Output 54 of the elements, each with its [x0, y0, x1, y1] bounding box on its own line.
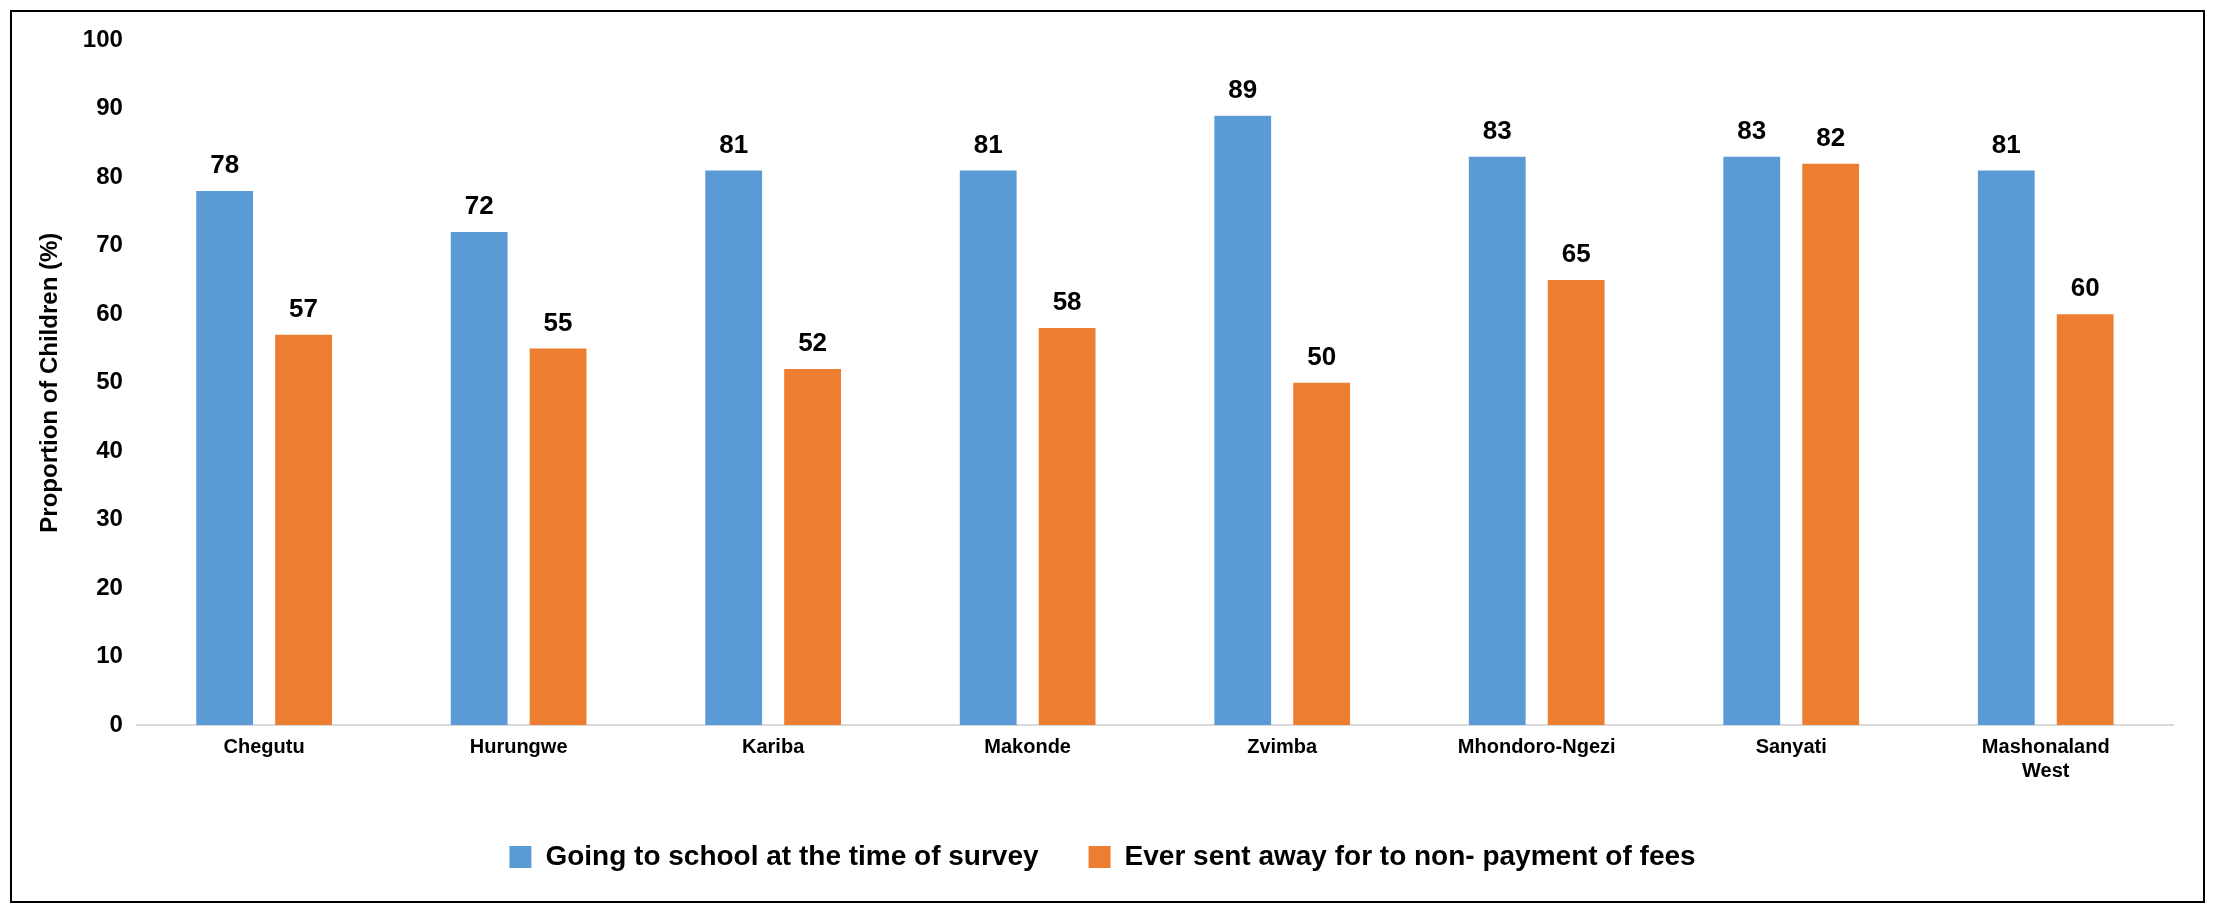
data-label: 50: [1307, 340, 1337, 371]
bar: [1468, 156, 1526, 725]
data-label: 65: [1561, 238, 1591, 269]
legend-label: Ever sent away for to non- payment of fees: [1124, 839, 1696, 871]
x-tick-label: Makonde: [984, 734, 1072, 757]
data-label: 72: [464, 190, 494, 221]
data-label: 57: [289, 292, 319, 323]
bar: [2056, 314, 2114, 725]
y-tick-label: 90: [96, 93, 123, 121]
x-tick-label: Hurungwe: [469, 734, 568, 757]
bar: [1802, 163, 1860, 725]
data-label: 78: [210, 149, 240, 180]
x-tick-label: Zvimba: [1247, 734, 1319, 757]
bar: [1293, 382, 1351, 725]
data-label: 52: [798, 327, 828, 358]
data-label: 83: [1482, 114, 1512, 145]
bar: [450, 232, 508, 725]
data-label: 81: [973, 128, 1003, 159]
bar: [959, 170, 1017, 725]
bar: [529, 348, 587, 725]
data-label: 81: [1991, 128, 2021, 159]
data-label: 83: [1737, 114, 1767, 145]
x-tick-label: Chegutu: [223, 734, 305, 757]
x-tick-label: Sanyati: [1755, 734, 1827, 757]
y-tick-label: 100: [82, 25, 123, 53]
bar: [196, 191, 254, 725]
data-label: 89: [1228, 73, 1258, 104]
bar: [705, 170, 763, 725]
y-tick-label: 0: [109, 709, 123, 737]
x-tick-label: Kariba: [742, 734, 806, 757]
x-tick-label: Mashonaland West: [1981, 734, 2110, 781]
y-axis-title: Proportion of Children (%): [35, 232, 63, 533]
y-tick-label: 10: [96, 641, 123, 669]
data-label: 81: [719, 128, 749, 159]
data-label: 60: [2070, 272, 2100, 303]
y-tick-label: 70: [96, 230, 123, 258]
bar: [1977, 170, 2035, 725]
bar: [1214, 115, 1272, 725]
y-tick-label: 30: [96, 504, 123, 532]
data-label: 82: [1816, 121, 1846, 152]
bar: [275, 334, 332, 725]
bar: [784, 369, 841, 725]
y-tick-label: 50: [96, 367, 123, 395]
y-tick-label: 20: [96, 572, 123, 600]
y-tick-label: 80: [96, 161, 123, 189]
data-label: 58: [1052, 286, 1082, 317]
bar: [1038, 327, 1096, 725]
bar: [1547, 280, 1605, 725]
bar: [1723, 156, 1781, 725]
data-label: 55: [543, 306, 573, 337]
y-tick-label: 40: [96, 435, 123, 463]
x-tick-label: Mhondoro-Ngezi: [1457, 734, 1616, 757]
legend-label: Going to school at the time of survey: [545, 839, 1039, 871]
y-tick-label: 60: [96, 298, 123, 326]
